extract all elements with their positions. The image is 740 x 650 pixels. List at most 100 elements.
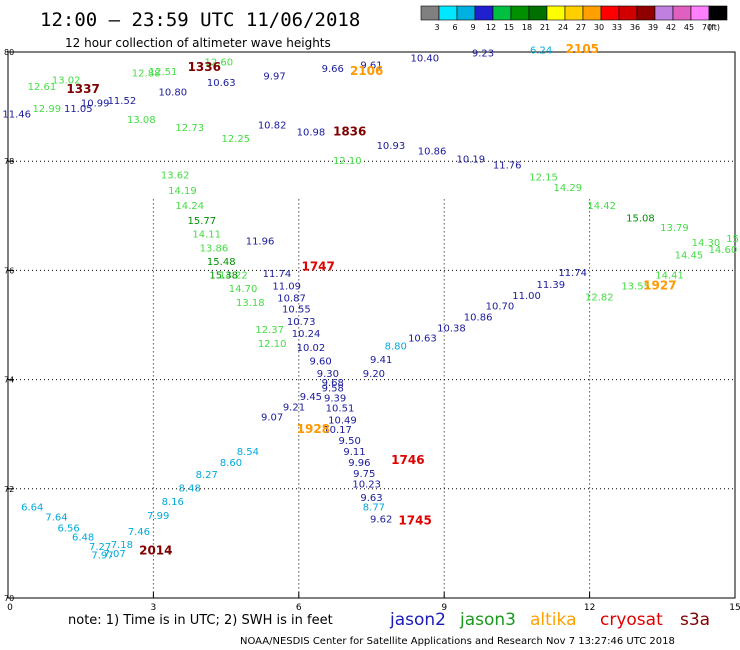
x-tick-label: 15 bbox=[729, 603, 740, 613]
wave-height-label: 7.64 bbox=[45, 512, 67, 523]
wave-height-label: 13.02 bbox=[52, 76, 81, 87]
legend-swatch bbox=[582, 5, 602, 21]
grid-lines bbox=[8, 160, 735, 598]
plot-border bbox=[7, 51, 736, 599]
legend-swatch bbox=[546, 5, 566, 21]
wave-height-label: 10.17 bbox=[323, 425, 352, 436]
legend-bin-label: 33 bbox=[612, 23, 622, 32]
legend-swatch bbox=[510, 5, 530, 21]
wave-height-label: 6.64 bbox=[21, 503, 43, 514]
legend-swatch bbox=[474, 5, 494, 21]
wave-height-label: 11.05 bbox=[64, 104, 93, 115]
wave-height-label: 10.87 bbox=[277, 294, 306, 305]
satellite-legend-item: jason3 bbox=[459, 610, 516, 630]
wave-height-label: 14.11 bbox=[192, 230, 221, 241]
wave-height-label: 11.00 bbox=[512, 291, 541, 302]
legend-swatch bbox=[492, 5, 512, 21]
legend-swatch bbox=[456, 5, 476, 21]
legend-bin-label: 21 bbox=[540, 23, 550, 32]
legend-bin-label: 9 bbox=[470, 23, 475, 32]
wave-height-label: 9.75 bbox=[353, 469, 375, 480]
wave-height-label: 10.51 bbox=[326, 403, 355, 414]
wave-height-label: 9.23 bbox=[472, 48, 494, 59]
wave-height-label: 12.61 bbox=[28, 82, 57, 93]
x-tick-label: 12 bbox=[584, 603, 595, 613]
wave-height-label: 8.48 bbox=[179, 484, 201, 495]
legend-bin-label: 3 bbox=[434, 23, 439, 32]
axes: 0 3 6 9 12 15 70 72 74 76 78 80 bbox=[4, 48, 740, 613]
pass-time-label: 1927 bbox=[643, 279, 676, 293]
wave-height-label: 9.96 bbox=[348, 458, 370, 469]
legend-bin-label: 42 bbox=[666, 23, 676, 32]
wave-height-label: 8.54 bbox=[237, 447, 259, 458]
legend-bin-label: 36 bbox=[630, 23, 640, 32]
wave-height-label: 7.27 bbox=[89, 542, 111, 553]
satellite-legend-item: jason2 bbox=[389, 610, 446, 630]
wave-height-label: 11.76 bbox=[493, 160, 522, 171]
wave-height-label: 9.11 bbox=[343, 447, 365, 458]
wave-height-label: 7.97 bbox=[91, 551, 113, 562]
wave-height-label: 12.88 bbox=[132, 69, 161, 80]
legend-swatch bbox=[438, 5, 458, 21]
wave-height-label: 6.48 bbox=[72, 533, 94, 544]
wave-height-label: 10.80 bbox=[158, 88, 187, 99]
legend-bin-label: 12 bbox=[486, 23, 496, 32]
wave-height-label: 12.15 bbox=[529, 172, 558, 183]
wave-height-label: 9.20 bbox=[363, 369, 385, 380]
wave-height-label: 9.97 bbox=[263, 71, 285, 82]
wave-height-label: 14.60 bbox=[709, 245, 738, 256]
wave-height-label: 12.99 bbox=[32, 104, 61, 115]
wave-height-label: 9.58 bbox=[322, 384, 344, 395]
y-tick-label: 70 bbox=[4, 594, 14, 603]
pass-time-label: 2106 bbox=[350, 64, 383, 78]
wave-height-label: 12.82 bbox=[585, 292, 614, 303]
wave-height-label: 8.16 bbox=[162, 497, 184, 508]
wave-height-label: 12.60 bbox=[205, 58, 234, 69]
legend-swatch bbox=[600, 5, 620, 21]
wave-height-label: 8.60 bbox=[220, 458, 242, 469]
y-tick-label: 80 bbox=[4, 48, 14, 57]
wave-height-label: 13.55 bbox=[621, 282, 650, 293]
legend-bin-label: 39 bbox=[648, 23, 658, 32]
legend-bin-label: 15 bbox=[504, 23, 514, 32]
wave-height-label: 10.55 bbox=[282, 304, 311, 315]
wave-height-label: 8.80 bbox=[385, 342, 407, 353]
legend-bin-label: 18 bbox=[522, 23, 532, 32]
wave-height-label: 6.24 bbox=[530, 46, 552, 57]
wave-height-label: 15 bbox=[726, 234, 739, 245]
legend-swatch bbox=[636, 5, 656, 21]
wave-height-label: 15.77 bbox=[188, 216, 217, 227]
legend-unit: (ft) bbox=[708, 23, 720, 32]
wave-height-label: 14.70 bbox=[229, 284, 258, 295]
pass-time-label: 1337 bbox=[66, 82, 99, 96]
wave-height-label: 10.93 bbox=[377, 141, 406, 152]
legend-swatch bbox=[672, 5, 692, 21]
legend-bin-label: 24 bbox=[558, 23, 568, 32]
wave-height-label: 12.51 bbox=[149, 67, 178, 78]
wave-height-label: 9.62 bbox=[370, 515, 392, 526]
wave-height-label: 11.46 bbox=[2, 110, 31, 121]
wave-height-label: 9.63 bbox=[360, 493, 382, 504]
wave-height-label: 10.70 bbox=[486, 302, 515, 313]
legend-bin-label: 45 bbox=[684, 23, 694, 32]
wave-height-label: 9.66 bbox=[322, 64, 344, 75]
pass-time-label: 1928 bbox=[297, 422, 330, 436]
legend-swatch bbox=[618, 5, 638, 21]
legend-bin-label: 30 bbox=[594, 23, 604, 32]
pass-time-label: 2014 bbox=[139, 543, 172, 557]
wave-height-label: 10.63 bbox=[408, 333, 437, 344]
wave-height-label: 14.30 bbox=[692, 238, 721, 249]
wave-height-label: 11.52 bbox=[108, 96, 137, 107]
wave-height-label: 10.38 bbox=[437, 324, 466, 335]
wave-height-label: 6.56 bbox=[57, 523, 79, 534]
y-tick-label: 76 bbox=[4, 266, 14, 275]
wave-height-label: 12.25 bbox=[221, 134, 250, 145]
wave-height-label: 11.39 bbox=[537, 280, 566, 291]
wave-height-label: 11.09 bbox=[272, 282, 301, 293]
legend-swatch bbox=[420, 5, 440, 21]
wave-height-label: 9.60 bbox=[309, 356, 331, 367]
satellite-legend-item: altika bbox=[530, 610, 577, 630]
legend-swatch bbox=[690, 5, 710, 21]
wave-height-label: 10.40 bbox=[410, 53, 439, 64]
